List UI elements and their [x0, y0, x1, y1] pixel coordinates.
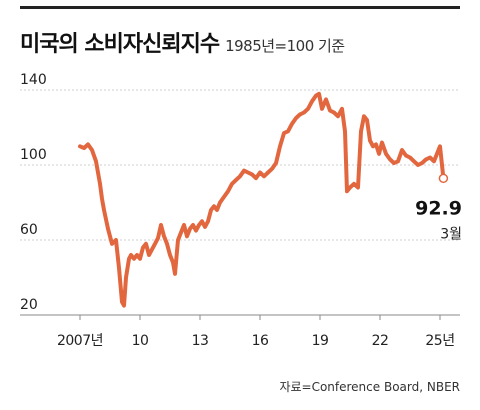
end-point-marker	[438, 173, 449, 184]
x-tick-label: 25년	[425, 333, 454, 349]
chart-header: 미국의 소비자신뢰지수 1985년=100 기준	[20, 26, 345, 58]
x-tick-label: 13	[192, 333, 209, 349]
series-line	[78, 91, 446, 308]
chart-title: 미국의 소비자신뢰지수	[20, 32, 220, 57]
x-tick-label: 10	[132, 333, 149, 349]
y-tick-label: 60	[20, 222, 38, 238]
x-tick-label: 19	[312, 333, 329, 349]
x-tick-label: 2007년	[57, 333, 103, 349]
source-note: 자료=Conference Board, NBER	[279, 380, 460, 394]
top-rule	[20, 6, 460, 9]
x-tick-label: 22	[372, 333, 389, 349]
chart-subtitle: 1985년=100 기준	[225, 37, 345, 55]
x-tick-label: 16	[252, 333, 269, 349]
end-month-label: 3월	[440, 226, 462, 242]
y-tick-label: 140	[20, 72, 47, 88]
y-tick-label: 100	[20, 147, 47, 163]
end-value-label: 92.9	[415, 197, 462, 219]
y-tick-label: 20	[20, 297, 38, 313]
